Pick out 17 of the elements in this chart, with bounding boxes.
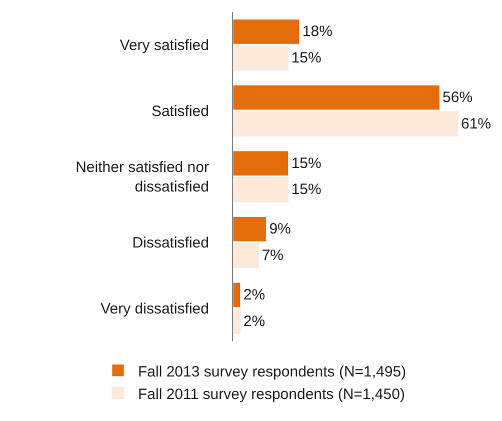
legend-label: Fall 2011 survey respondents (N=1,450) [138,386,405,403]
data-label: 2% [243,312,266,330]
y-tick-label: Dissatisfied [132,234,209,252]
y-tick-label: Very dissatisfied [100,300,209,318]
y-tick-label: Satisfied [151,102,209,120]
data-label: 18% [302,23,332,40]
data-label: 15% [291,181,322,198]
legend-label: Fall 2013 survey respondents (N=1,495) [138,363,406,380]
data-label: 9% [269,220,291,238]
data-label: 15% [291,50,322,67]
y-tick-label: Very satisfied [120,37,209,54]
data-label: 56% [442,89,473,106]
data-label: 2% [243,286,266,304]
data-label: 61% [461,115,492,132]
data-label: 7% [262,246,284,264]
y-tick-label: Neither satisfied nor dissatisfied [76,159,209,196]
data-label: 15% [291,154,322,172]
